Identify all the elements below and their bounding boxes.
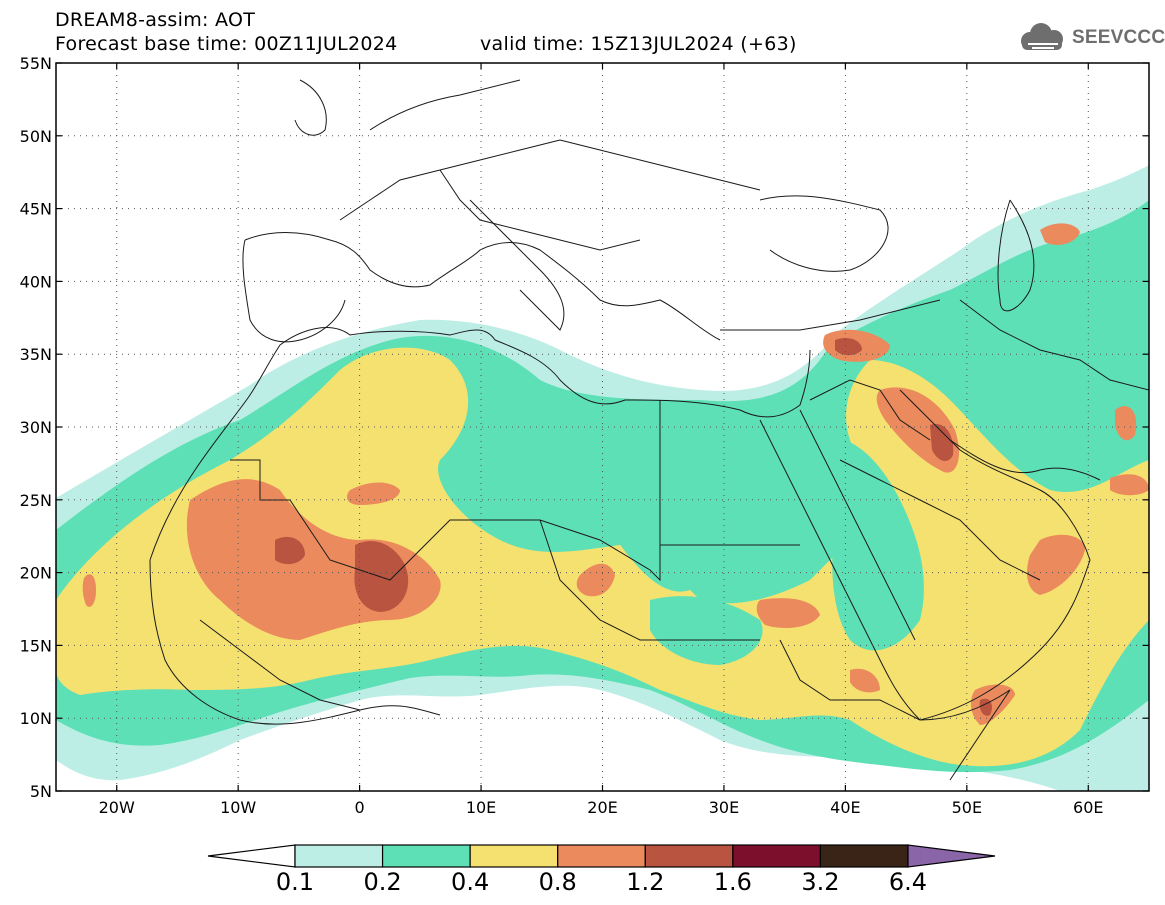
aot-band-0-8-caspian [1040, 223, 1080, 245]
border-europe-1 [339, 139, 561, 221]
aot-band-1-2-syria [835, 338, 862, 356]
seevccc-cloud-logo-icon [1021, 23, 1063, 50]
coast-hornafrica [919, 689, 1011, 781]
aot-band-0-8-gulf [1110, 474, 1149, 496]
border-westafrica [199, 619, 361, 711]
lon-label: 20W [99, 798, 135, 817]
aot-band-0-8-chad [576, 563, 615, 597]
border-turkey [720, 299, 941, 331]
border-ethiopia [779, 639, 921, 721]
colorbar-label: 1.2 [626, 868, 665, 896]
colorbar-box [644, 844, 734, 868]
axis-ticks [56, 62, 1149, 792]
coast-westafrica [149, 327, 811, 561]
coastlines [149, 79, 1149, 781]
border-europe-2 [439, 169, 641, 251]
colorbar-box [819, 844, 909, 868]
aot-band-0-4 [56, 347, 1149, 767]
lon-label: 20E [587, 798, 617, 817]
coast-sahel-south [149, 559, 441, 725]
coast-northsea [369, 79, 521, 131]
logo-text: SEEVCCC [1072, 27, 1165, 48]
lat-label: 30N [20, 418, 52, 437]
aot-green-patch-sahel [650, 596, 763, 665]
coast-blacksea [759, 195, 889, 272]
lat-label: 5N [30, 782, 52, 801]
lon-label: 40E [830, 798, 860, 817]
colorbar-label: 0.4 [451, 868, 490, 896]
lat-label: 10N [20, 709, 52, 728]
coast-caspian [997, 199, 1035, 312]
colorbar-right-triangle [907, 844, 996, 868]
lon-label: 0 [355, 798, 365, 817]
aot-green-patch-libya [467, 425, 796, 592]
aot-green-patch-arabia [820, 438, 924, 651]
aot-band-0-8-ethiopia [850, 668, 880, 693]
coast-gulf [949, 439, 1101, 481]
lon-label: 30E [709, 798, 739, 817]
colorbar-left-triangle [207, 844, 296, 868]
lon-label: 50E [952, 798, 982, 817]
colorbar-label: 0.8 [538, 868, 577, 896]
aot-band-1-2-kuwait [930, 424, 954, 462]
border-iraq [809, 379, 931, 441]
lat-label: 40N [20, 272, 52, 291]
coast-europe-south [244, 232, 721, 341]
lat-label: 55N [20, 54, 52, 73]
aot-band-1-2-mali [354, 541, 409, 612]
colorbar-label: 1.6 [713, 868, 752, 896]
coast-uk [294, 79, 327, 136]
forecast-base-time: Forecast base time: 00Z11JUL2024 [55, 33, 398, 55]
coast-redsea [759, 419, 921, 721]
lon-label: 10W [220, 798, 256, 817]
colorbar-box [557, 844, 646, 868]
valid-time: valid time: 15Z13JUL2024 (+63) [480, 33, 797, 55]
coast-redsea-east [799, 409, 916, 641]
colorbar-label: 3.2 [801, 868, 840, 896]
graticule [56, 63, 1149, 791]
aot-band-1-2-algeria [275, 536, 305, 565]
aot-band-0-8-sudan [756, 598, 820, 628]
lat-label: 50N [20, 127, 52, 146]
colorbar [207, 844, 996, 868]
coast-italy [469, 199, 565, 331]
colorbar-label: 0.2 [363, 868, 402, 896]
coast-iberia [242, 239, 346, 343]
colorbar-label: 0.1 [275, 868, 315, 896]
lat-label: 45N [20, 200, 52, 219]
colorbar-label: 6.4 [888, 868, 928, 896]
border-sudan [539, 519, 760, 641]
aot-band-0-8-oman [1027, 534, 1085, 595]
aot-band-0-8-iran [1115, 406, 1137, 441]
colorbar-box [381, 844, 471, 868]
longitude-labels: 20W 10W 0 10E 20E 30E 40E 50E 60E [99, 798, 1104, 817]
border-iran [959, 299, 1149, 391]
lat-label: 20N [20, 564, 52, 583]
lon-label: 60E [1073, 798, 1103, 817]
lon-label: 10E [466, 798, 496, 817]
border-saudi [839, 459, 1041, 581]
colorbar-box [294, 844, 384, 868]
aot-band-0-8-westatl [82, 574, 96, 607]
colorbar-box [469, 844, 559, 868]
border-europe-3 [559, 139, 761, 191]
border-northafrica [230, 400, 661, 582]
lat-label: 35N [20, 345, 52, 364]
colorbar-box [732, 844, 822, 868]
coast-arabia [899, 389, 1091, 721]
lat-label: 25N [20, 491, 52, 510]
model-title: DREAM8-assim: AOT [55, 9, 256, 31]
lat-label: 15N [20, 636, 52, 655]
latitude-labels: 55N 50N 45N 40N 35N 30N 25N 20N 15N 10N 5N [20, 54, 52, 801]
